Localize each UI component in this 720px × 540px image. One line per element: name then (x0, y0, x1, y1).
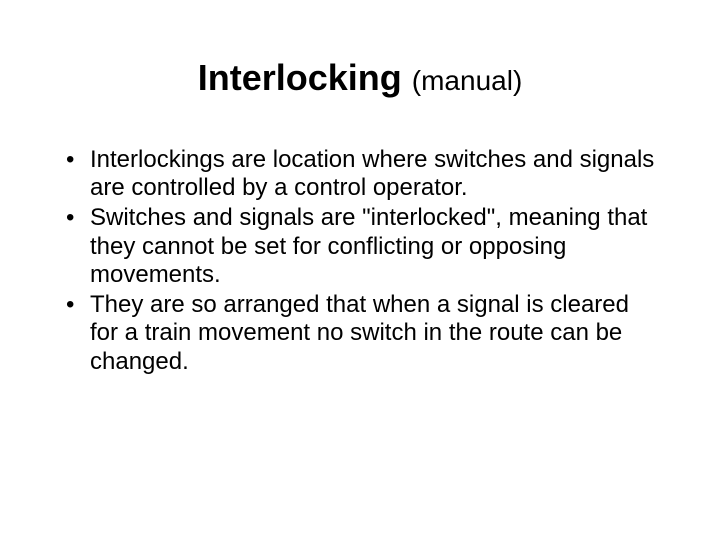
slide-body: Interlockings are location where switche… (60, 146, 660, 377)
list-item: Interlockings are location where switche… (60, 146, 660, 203)
title-main: Interlocking (198, 57, 402, 98)
bullet-list: Interlockings are location where switche… (60, 146, 660, 377)
slide-title: Interlocking (manual) (0, 58, 720, 98)
slide: Interlocking (manual) Interlockings are … (0, 58, 720, 540)
bullet-text: They are so arranged that when a signal … (90, 291, 629, 375)
title-sub: (manual) (412, 65, 522, 96)
list-item: They are so arranged that when a signal … (60, 291, 660, 376)
bullet-text: Interlockings are location where switche… (90, 146, 654, 201)
list-item: Switches and signals are "interlocked", … (60, 204, 660, 289)
bullet-text: Switches and signals are "interlocked", … (90, 204, 647, 288)
